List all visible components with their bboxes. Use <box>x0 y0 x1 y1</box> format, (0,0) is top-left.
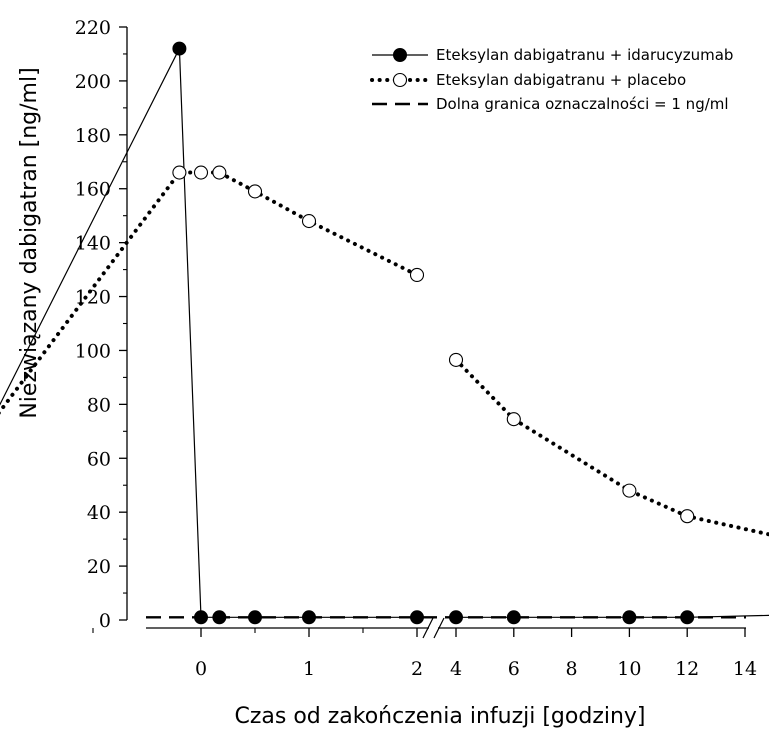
x-tick-label: 14 <box>733 658 757 680</box>
data-point-open <box>301 214 317 229</box>
data-point-filled <box>410 610 424 625</box>
x-tick-label: 6 <box>508 658 520 680</box>
data-point-open <box>506 412 521 427</box>
y-axis-title: Niezwiązany dabigatran [ng/ml] <box>17 67 42 418</box>
y-tick-label: 200 <box>75 71 111 93</box>
y-tick-label: 80 <box>87 394 111 416</box>
data-point-open <box>409 267 425 283</box>
y-tick-label: 0 <box>99 610 111 632</box>
y-tick-label: 120 <box>75 287 111 309</box>
x-tick-label: 12 <box>675 658 699 680</box>
series-layer <box>0 41 769 625</box>
data-point-open <box>172 165 187 180</box>
legend-label: Eteksylan dabigatranu + placebo <box>436 71 686 89</box>
x-tick-label: 8 <box>566 658 578 680</box>
series-2 <box>0 165 769 537</box>
data-point-filled <box>212 610 227 625</box>
y-tick-label: 140 <box>75 233 111 255</box>
legend-label: Dolna granica oznaczalności = 1 ng/ml <box>436 95 729 113</box>
data-point-filled <box>302 610 316 625</box>
y-tick-label: 160 <box>75 179 111 201</box>
data-point-open <box>680 509 695 524</box>
y-tick-label: 60 <box>87 448 111 470</box>
data-point-open <box>622 483 637 498</box>
axes: 020406080100120140160180200220-201246810… <box>75 17 757 680</box>
data-point-filled <box>393 48 407 62</box>
y-tick-label: 100 <box>75 340 111 362</box>
legend-label: Eteksylan dabigatranu + idarucyzumab <box>436 46 733 64</box>
data-point-open <box>448 352 464 367</box>
legend: Eteksylan dabigatranu + idarucyzumab Etek… <box>370 46 733 113</box>
series-line <box>0 48 417 618</box>
x-tick-label: 0 <box>195 658 207 680</box>
x-axis-break-mark <box>433 617 445 639</box>
data-point-filled <box>194 610 208 625</box>
x-axis-title: Czas od zakończenia infuzji [godziny] <box>234 704 645 729</box>
data-point-filled <box>506 610 521 625</box>
y-tick-label: 220 <box>75 17 111 39</box>
x-tick-label: 1 <box>303 658 315 680</box>
data-point-filled <box>248 610 262 625</box>
series-line <box>456 614 769 618</box>
x-tick-label: 2 <box>411 658 423 680</box>
x-axis-break-mark <box>422 617 434 639</box>
y-tick-label: 40 <box>87 502 111 524</box>
series-1 <box>0 41 769 625</box>
x-tick-label: 4 <box>450 658 462 680</box>
y-tick-label: 180 <box>75 125 111 147</box>
data-point-open <box>247 184 263 199</box>
data-point-filled <box>680 610 695 625</box>
series-line <box>454 357 769 537</box>
data-point-open <box>392 72 408 88</box>
series-line <box>0 170 419 415</box>
data-point-filled <box>172 41 187 56</box>
y-tick-label: 20 <box>87 556 111 578</box>
data-point-filled <box>622 610 637 625</box>
data-point-filled <box>449 610 463 625</box>
x-tick-label: 10 <box>617 658 641 680</box>
data-point-open <box>212 165 227 180</box>
data-point-open <box>193 165 209 180</box>
